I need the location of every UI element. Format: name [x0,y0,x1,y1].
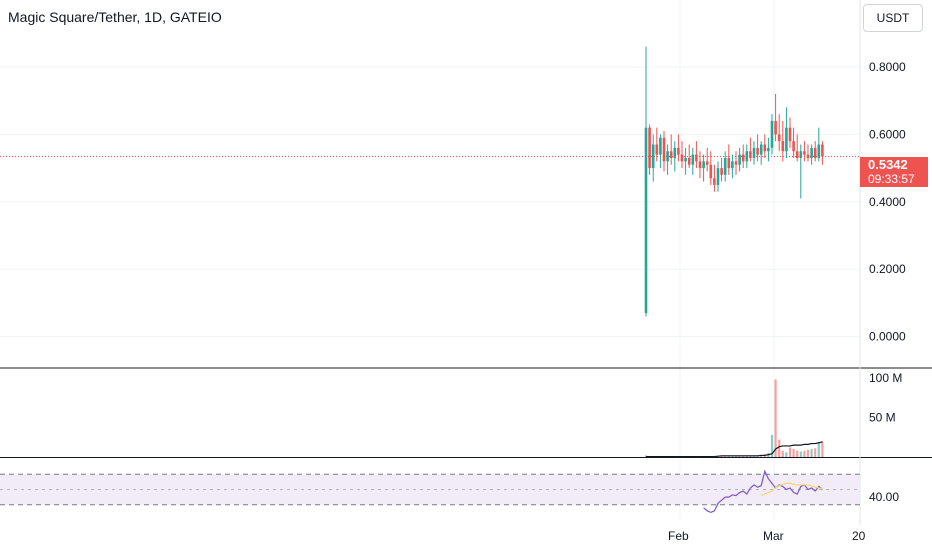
grid-layer [0,0,932,525]
candle-body [734,161,738,165]
candle-body [774,120,777,135]
candle-body [810,147,813,158]
volume-bar [792,449,795,457]
price-tick-label: 0.2000 [869,262,906,276]
volume-bar [817,442,820,457]
bar-countdown-label: 09:33:57 [868,172,915,186]
candle-body [777,134,781,142]
candle-body [788,127,792,142]
candle-body [756,147,759,155]
time-tick-label: Feb [668,529,689,543]
volume-bar [724,456,727,458]
volume-tick-label: 100 M [869,371,902,385]
symbol-title: Magic Square/Tether, 1D, GATEIO [8,9,222,25]
candle-body [648,127,651,169]
volume-bar [781,450,784,457]
candle-body [644,127,648,314]
candle-body [785,127,788,152]
candle-body [763,144,767,152]
candle-body [702,161,705,169]
candle-body [709,164,713,179]
rsi-ma-line [760,482,823,497]
candle-body [677,147,680,155]
volume-pane[interactable] [644,379,824,458]
candle-body [741,154,745,162]
volume-ma-line [646,441,823,458]
candle-body [767,147,770,152]
candle-body [821,144,824,157]
axis-layer: 0.8000 0.6000 0.4000 0.2000 0.0000 100 M 50 M 4… [668,60,906,543]
candle-body [813,147,817,158]
candle-body [666,151,669,162]
last-price-label: 0.5342 [868,157,908,172]
volume-bar [814,448,817,457]
time-tick-label: Mar [763,529,784,543]
candle-body [738,154,741,165]
volume-bar [770,434,774,457]
candle-body [716,168,720,185]
volume-bar [727,456,730,458]
candle-body [759,144,763,155]
volume-bar [731,456,734,458]
candle-body [713,178,716,185]
time-tick-label: 20 [852,529,866,543]
volume-tick-label: 50 M [869,410,896,424]
rsi-line [703,469,823,514]
rsi-pane[interactable] [0,469,860,514]
candle-body [680,154,684,162]
candle-body [691,154,695,165]
volume-bar [803,450,806,457]
candle-body [727,157,731,169]
volume-bar [810,449,813,457]
candle-body [651,144,655,169]
candle-body [817,144,821,158]
candle-body [669,151,673,158]
candle-body [749,151,752,158]
volume-bar [785,452,788,457]
candle-body [655,144,659,155]
price-tick-label: 0.4000 [869,195,906,209]
candle-body [781,141,785,152]
volume-bar [788,447,792,457]
candle-body [752,147,756,158]
candle-body [662,137,666,162]
candle-body [745,151,749,162]
price-tick-label: 0.8000 [869,60,906,74]
candle-body [698,161,702,169]
candle-body [806,154,810,158]
candle-body [673,147,677,158]
volume-bar [774,379,777,457]
candle-body [684,157,687,162]
candle-body [803,151,806,155]
last-price-tag: 0.5342 09:33:57 [860,157,928,187]
candle-body [723,157,727,175]
candle-body [695,154,698,162]
candle-body [731,161,734,169]
candle-body [705,161,709,165]
candle-body [795,151,799,158]
volume-bar [778,439,781,457]
price-tick-label: 0.0000 [869,330,906,344]
price-tick-label: 0.6000 [869,127,906,141]
candle-body [687,157,691,165]
candle-body [770,120,774,148]
volume-bar [806,449,810,457]
candle-body [792,141,795,152]
candle-body [720,168,723,175]
currency-button[interactable]: USDT [863,4,923,32]
volume-bar [796,450,799,457]
price-pane[interactable] [644,46,824,317]
candle-body [799,151,803,158]
candle-body [659,137,662,155]
volume-bar [821,441,824,457]
volume-bar [799,451,802,457]
rsi-tick-label: 40.00 [869,490,899,504]
